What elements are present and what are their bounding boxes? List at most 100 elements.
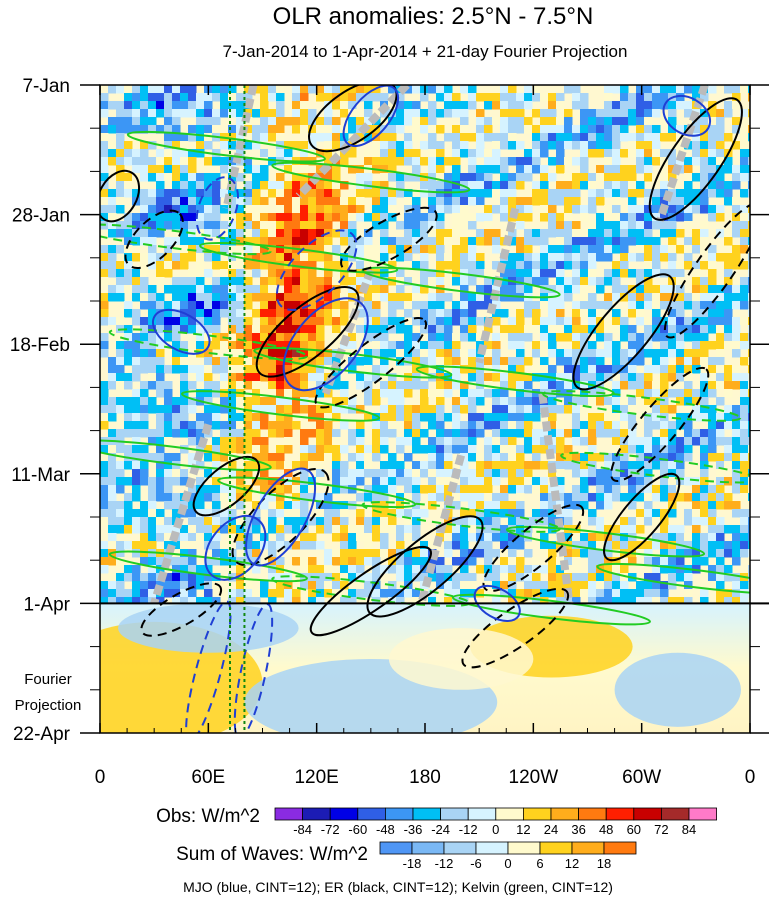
y-tick-label: 22-Apr: [13, 724, 71, 745]
observed-anomaly-field: [100, 85, 750, 606]
x-tick-label: 60W: [622, 767, 661, 788]
colorbar-swatch: [605, 807, 635, 821]
y-tick-label: 28-Jan: [12, 206, 70, 227]
kelvin-contour: [542, 390, 742, 422]
er-contour: [648, 97, 743, 221]
chart-title: OLR anomalies: 2.5°N - 7.5°N: [273, 3, 594, 30]
colorbar-swatch: [603, 841, 637, 855]
x-tick-label: 0: [745, 767, 756, 788]
contour-legend-footnote: MJO (blue, CINT=12); ER (black, CINT=12)…: [183, 879, 613, 895]
colorbar-swatch: [274, 807, 304, 821]
mjo-contour: [342, 85, 400, 147]
colorbar-level: 24: [544, 822, 558, 837]
colorbar-level: -12: [435, 856, 454, 871]
kelvin-contour: [560, 451, 750, 484]
mjo-contour: [185, 600, 232, 733]
colorbar-swatch: [302, 807, 331, 821]
colorbar-level: 84: [682, 822, 696, 837]
colorbar-swatch: [357, 807, 386, 821]
wave-contours: [100, 85, 750, 733]
x-tick-label: 120W: [509, 767, 559, 788]
colorbar-level: -84: [293, 822, 312, 837]
kelvin-contour: [217, 476, 417, 509]
colorbar-level: -36: [404, 822, 423, 837]
colorbar-level: -48: [376, 822, 395, 837]
y-axis: 7-Jan 28-Jan 18-Feb 11-Mar 1-Apr 22-Apr: [10, 76, 769, 745]
colorbar-swatch: [578, 807, 607, 821]
colorbar-swatch: [688, 807, 718, 821]
colorbar-level: 6: [536, 856, 543, 871]
colorbar-swatch: [495, 807, 524, 821]
colorbar-level: 0: [492, 822, 499, 837]
x-tick-label: 0: [95, 767, 106, 788]
colorbar-level: -6: [470, 856, 482, 871]
er-contour: [366, 515, 484, 618]
kelvin-contour: [451, 593, 651, 626]
colorbar-swatch: [329, 807, 359, 821]
colorbar-swatch: [440, 807, 469, 821]
projection-label-line2: Projection: [15, 697, 82, 714]
y-tick-label: 18-Feb: [10, 335, 70, 356]
er-contour: [314, 317, 428, 409]
waves-colorbar: -18 -12 -6 0 6 12 18: [379, 841, 637, 871]
obs-colorbar: -84 -72 -60 -48 -36 -24 -12 0 12 24 36 48 60 72 84: [274, 807, 718, 837]
kelvin-contour: [271, 161, 471, 194]
projection-label-line1: Fourier: [24, 671, 72, 688]
mjo-contour: [195, 176, 240, 241]
waves-colorbar-label: Sum of Waves: W/m^2: [176, 844, 368, 865]
colorbar-level: 48: [599, 822, 613, 837]
colorbar-level: -72: [321, 822, 340, 837]
colorbar-level: 60: [627, 822, 641, 837]
colorbar-swatch: [411, 841, 445, 855]
colorbar-swatch: [507, 841, 541, 855]
colorbar-swatch: [550, 807, 580, 821]
er-contour: [572, 273, 675, 391]
colorbar-swatch: [412, 807, 442, 821]
mjo-contour: [662, 94, 712, 137]
x-tick-label: 120E: [294, 767, 338, 788]
colorbar-swatch: [384, 807, 414, 821]
er-contour: [603, 472, 681, 562]
kelvin-contour: [199, 241, 399, 274]
colorbar-swatch: [661, 807, 690, 821]
x-tick-label: 60E: [191, 767, 225, 788]
obs-colorbar-label: Obs: W/m^2: [156, 806, 260, 827]
er-contour: [192, 455, 261, 517]
x-tick-label: 180: [409, 767, 441, 788]
mjo-contour: [282, 297, 369, 392]
colorbar-level: 18: [597, 856, 611, 871]
colorbar-swatch: [633, 807, 662, 821]
projection-anomaly-field: [100, 603, 741, 733]
er-contour: [663, 201, 750, 339]
er-contour: [308, 85, 398, 153]
kelvin-contour: [180, 390, 381, 422]
kelvin-contour: [108, 550, 308, 583]
x-axis: 0 60E 120E 180 120W 60W 0: [95, 85, 756, 788]
colorbar-level: 36: [571, 822, 585, 837]
kelvin-contour: [596, 562, 750, 595]
colorbar-level: -18: [403, 856, 422, 871]
mjo-contour: [275, 229, 358, 311]
kelvin-contour: [126, 130, 326, 163]
er-contour: [482, 503, 585, 592]
colorbar-level: 0: [504, 856, 511, 871]
er-contour: [100, 169, 141, 223]
colorbar-level: -12: [459, 822, 478, 837]
er-contour: [340, 206, 438, 272]
er-contour: [461, 587, 570, 669]
colorbar-level: 12: [516, 822, 530, 837]
y-tick-label: 11-Mar: [11, 465, 70, 486]
colorbar-swatch: [443, 841, 477, 855]
colorbar-swatch: [571, 841, 605, 855]
er-contour: [610, 366, 710, 483]
mjo-contour: [473, 584, 521, 622]
y-tick-label: 7-Jan: [22, 76, 70, 97]
er-contour: [255, 286, 360, 378]
kelvin-contour: [100, 223, 272, 256]
colorbar-swatch: [467, 807, 497, 821]
kelvin-contour: [253, 346, 453, 379]
kelvin-contour: [361, 266, 561, 299]
colorbar-swatch: [475, 841, 509, 855]
mjo-contour: [152, 308, 211, 355]
